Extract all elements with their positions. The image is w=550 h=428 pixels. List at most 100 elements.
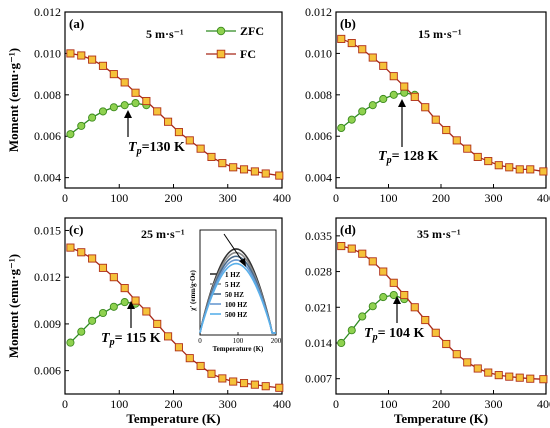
plot-frame: [335, 217, 547, 395]
data-point-fc: [229, 377, 238, 386]
y-tick-label: 0.007: [305, 372, 332, 386]
data-point-fc: [526, 165, 535, 174]
data-point-fc: [473, 364, 482, 373]
x-tick-label: 100: [110, 397, 128, 411]
x-tick-label: 300: [485, 397, 503, 411]
data-point-zfc: [389, 290, 398, 300]
speed-annotation: 5 m·s⁻¹: [146, 27, 184, 41]
data-point-zfc: [368, 302, 377, 311]
x-tick-label: 0: [333, 191, 339, 205]
data-point-fc: [442, 339, 451, 349]
y-tick-label: 0.004: [305, 171, 332, 185]
inset-x-tick-label: 0: [198, 337, 202, 345]
x-tick-label: 400: [273, 397, 291, 411]
data-point-fc: [410, 92, 419, 101]
data-point-fc: [185, 354, 194, 363]
y-tick-label: 0.028: [305, 265, 332, 279]
series-fc: [66, 49, 284, 180]
x-axis-label: Temperature (K): [394, 411, 488, 426]
data-point-fc: [120, 284, 129, 293]
data-point-zfc: [88, 113, 97, 122]
data-point-fc: [261, 169, 270, 178]
data-point-fc: [505, 163, 514, 172]
data-point-fc: [400, 290, 409, 300]
y-tick-label: 0.006: [34, 129, 61, 143]
data-point-zfc: [337, 338, 346, 348]
data-point-fc: [250, 167, 259, 176]
data-point-fc: [196, 361, 205, 371]
data-point-fc: [250, 380, 259, 389]
data-point-zfc: [358, 107, 367, 116]
x-tick-label: 300: [219, 397, 237, 411]
series-zfc: [66, 99, 151, 139]
data-point-fc: [98, 263, 108, 272]
panel-a: 0 100 200 300 400 0.004 0.006 0.008 0.010 0.012 Mo…: [6, 5, 291, 205]
tp-label: Tp= 128 K: [378, 149, 439, 166]
data-point-fc: [98, 61, 108, 70]
inset-x-axis-label: Temperature (K): [213, 345, 264, 353]
data-point-fc: [142, 96, 151, 106]
data-point-fc: [484, 368, 493, 377]
data-point-fc: [275, 383, 284, 392]
x-tick-label: 0: [333, 397, 339, 411]
y-tick-label: 0.010: [34, 46, 61, 60]
x-tick-label: 300: [485, 191, 503, 205]
data-point-fc: [131, 88, 140, 97]
data-point-fc: [379, 61, 388, 70]
x-tick-label: 200: [165, 191, 183, 205]
data-point-fc: [494, 371, 503, 380]
data-point-fc: [164, 117, 173, 126]
data-point-zfc: [109, 302, 118, 311]
data-point-fc: [515, 373, 524, 382]
y-tick-label: 0.004: [34, 171, 61, 185]
data-point-fc: [389, 72, 398, 81]
data-point-fc: [389, 278, 398, 287]
x-tick-label: 0: [62, 191, 68, 205]
legend-marker-fc: [216, 49, 226, 59]
y-tick-label: 0.009: [34, 317, 61, 331]
panel-label: (d): [340, 222, 356, 237]
tp-value: = 115 K: [115, 331, 161, 346]
data-point-fc: [88, 55, 97, 64]
data-point-fc: [421, 315, 430, 325]
data-point-fc: [421, 103, 430, 112]
data-point-fc: [379, 267, 388, 276]
data-point-zfc: [368, 101, 377, 110]
panel-label: (c): [69, 222, 83, 237]
data-point-zfc: [109, 103, 118, 112]
tp-arrow-head: [127, 301, 135, 309]
data-point-fc: [484, 157, 493, 166]
data-point-fc: [174, 343, 183, 352]
speed-annotation: 15 m·s⁻¹: [418, 27, 462, 41]
y-tick-label: 0.006: [34, 364, 61, 378]
data-point-fc: [109, 70, 118, 79]
tp-subscript: p: [109, 337, 115, 348]
x-tick-label: 200: [165, 397, 183, 411]
data-point-fc: [261, 382, 270, 391]
data-point-fc: [164, 332, 173, 341]
tp-arrow-head: [124, 110, 132, 118]
y-tick-label: 0.014: [305, 336, 332, 350]
inset-legend-label: 5 HZ: [225, 281, 241, 289]
data-point-fc: [153, 319, 162, 328]
series-fc: [66, 243, 284, 392]
panel-c: 0 100 200 300 400 0.006 0.009 0.012 0.015 Moment …: [6, 217, 291, 426]
legend-marker-zfc: [216, 26, 226, 36]
data-point-fc: [218, 374, 227, 383]
tp-subscript: p: [372, 332, 378, 343]
y-axis-label: Moment (emu·g⁻¹): [6, 254, 21, 358]
data-point-fc: [463, 358, 472, 367]
data-point-fc: [358, 45, 367, 54]
tp-arrow-head: [398, 99, 406, 107]
y-tick-label: 0.010: [305, 46, 332, 60]
data-point-fc: [174, 128, 183, 137]
data-point-fc: [452, 136, 461, 145]
series-fc: [337, 34, 548, 176]
y-axis-label: Moment (emu·g⁻¹): [6, 48, 21, 152]
data-point-zfc: [379, 94, 388, 104]
x-tick-label: 400: [273, 191, 291, 205]
data-point-fc: [120, 78, 129, 87]
x-tick-label: 400: [537, 191, 550, 205]
inset-y-axis-label: χ' (emu/g·Oe): [189, 269, 197, 311]
